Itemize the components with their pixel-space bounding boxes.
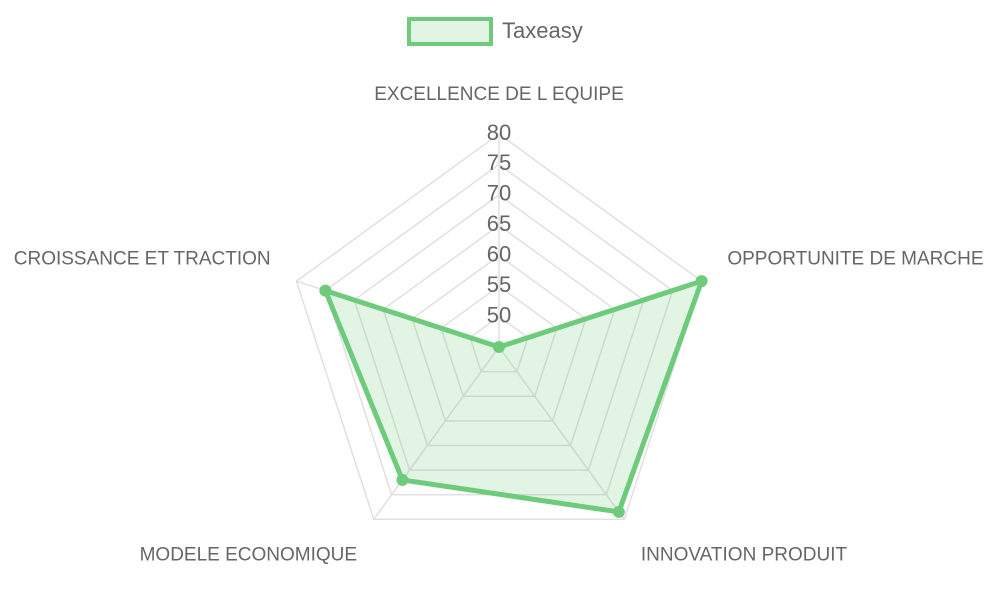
y-tick-label: 70 xyxy=(487,181,511,206)
spoke xyxy=(373,346,500,520)
data-point xyxy=(612,505,625,518)
grid-line xyxy=(469,315,529,373)
data-point xyxy=(319,284,332,297)
category-label: MODELE ECONOMIQUE xyxy=(140,545,357,566)
grid-line xyxy=(295,133,703,521)
legend-label: Taxeasy xyxy=(502,18,583,43)
data-point xyxy=(493,341,505,353)
series-area xyxy=(325,281,702,512)
data-point xyxy=(695,275,708,288)
y-tick-label: 75 xyxy=(487,150,511,175)
grid-line xyxy=(411,254,587,422)
category-label: CROISSANCE ET TRACTION xyxy=(14,248,271,269)
y-tick-label: 80 xyxy=(487,120,511,145)
grid-line xyxy=(382,224,616,447)
category-label: INNOVATION PRODUIT xyxy=(641,545,848,566)
grid-line xyxy=(440,285,558,397)
category-label: OPPORTUNITE DE MARCHE xyxy=(727,248,983,269)
series-line xyxy=(322,278,705,515)
category-label: EXCELLENCE DE L EQUIPE xyxy=(374,84,624,105)
spoke xyxy=(498,346,625,520)
data-point xyxy=(396,473,409,486)
grid-line xyxy=(353,193,645,471)
y-tick-label: 60 xyxy=(487,242,511,267)
legend-swatch xyxy=(407,17,493,46)
y-tick-label: 65 xyxy=(487,211,511,236)
y-tick-label: 50 xyxy=(487,302,511,327)
y-tick-label: 55 xyxy=(487,272,511,297)
